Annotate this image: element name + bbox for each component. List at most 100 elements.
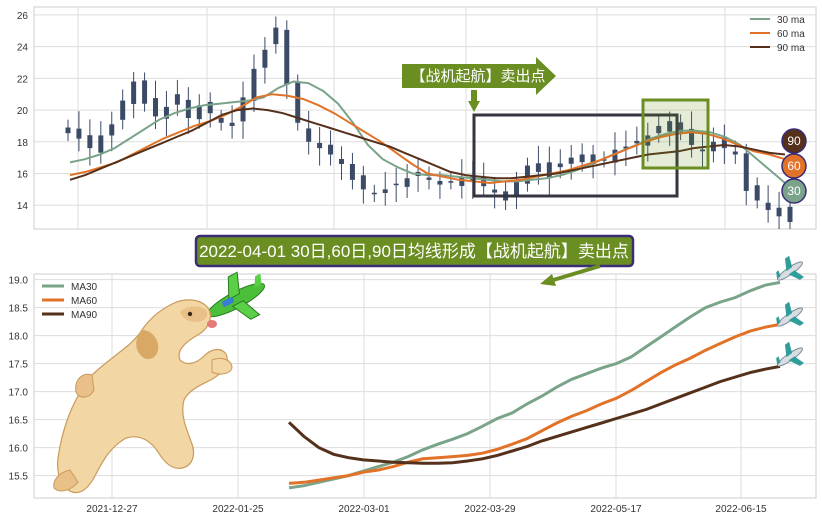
- badge-label: 90: [787, 134, 801, 148]
- candle-body: [207, 101, 213, 114]
- candle-body: [492, 189, 498, 193]
- candle-body: [131, 81, 137, 104]
- candle-body: [65, 127, 71, 134]
- airplane-tail: [776, 356, 781, 365]
- candle-body: [590, 154, 596, 164]
- airplane-tail: [776, 316, 781, 325]
- bottom-y-tick-label: 18.0: [9, 332, 29, 343]
- bottom-y-tick-label: 15.5: [9, 472, 29, 483]
- bottom-y-tick-label: 18.5: [9, 304, 29, 315]
- candle-body: [678, 122, 684, 133]
- legend-label: MA60: [71, 296, 98, 307]
- top-panel-candles: [65, 16, 793, 229]
- candle-body: [426, 177, 432, 180]
- bottom-x-tick-label: 2021-12-27: [86, 504, 138, 515]
- top-y-tick-label: 22: [17, 74, 29, 85]
- candle-body: [721, 137, 727, 149]
- airplane-wing: [788, 270, 805, 280]
- airplane-tail: [776, 270, 781, 279]
- top-y-tick-label: 14: [17, 201, 29, 212]
- candle-body: [142, 80, 148, 104]
- bottom-panel-ma-lines: [287, 280, 781, 490]
- bottom-y-tick-label: 17.5: [9, 360, 29, 371]
- top-y-tick-label: 26: [17, 11, 29, 22]
- bottom-x-tick-label: 2022-05-17: [590, 504, 642, 515]
- candle-body: [514, 181, 520, 195]
- down-pointer-arrow: [468, 90, 480, 112]
- signal-arrow: 【战机起航】卖出点: [402, 57, 556, 95]
- candle-body: [328, 144, 334, 155]
- bottom-y-tick-label: 17.0: [9, 388, 29, 399]
- candle-body: [163, 106, 169, 119]
- candle-body: [699, 149, 705, 152]
- candle-body: [295, 82, 301, 123]
- candle-body: [338, 159, 344, 164]
- airplane-icon: [776, 301, 805, 327]
- legend-label: 30 ma: [777, 15, 805, 26]
- candle-body: [524, 165, 530, 184]
- signal-banner: 2022-04-01 30日,60日,90日均线形成【战机起航】卖出点: [194, 234, 635, 268]
- airplane-wing: [785, 341, 793, 358]
- candle-body: [404, 178, 410, 187]
- candle-body: [284, 29, 290, 85]
- bottom-x-tick-label: 2022-06-15: [715, 504, 767, 515]
- banner-pointer-arrow: [540, 264, 601, 286]
- candle-body: [546, 162, 552, 178]
- bottom-legend: MA30 MA60 MA90: [42, 282, 98, 321]
- airplane-wing: [788, 356, 805, 366]
- bottom-y-tick-label: 19.0: [9, 276, 29, 287]
- candle-body: [174, 94, 180, 105]
- dog-illustration: [53, 299, 233, 494]
- candle-body: [87, 135, 93, 149]
- candle-body: [317, 142, 323, 149]
- candle-body: [612, 149, 618, 163]
- candle-body: [437, 180, 443, 185]
- candle-body: [360, 175, 366, 190]
- candle-body: [98, 135, 104, 153]
- candle-body: [153, 98, 159, 117]
- candle-body: [689, 128, 695, 145]
- candle-body: [765, 202, 771, 210]
- candle-body: [109, 124, 115, 136]
- ma-end-badges: 90 60 30: [781, 128, 807, 204]
- candle-body: [459, 176, 465, 186]
- ma-line-90ma: [69, 107, 786, 181]
- candle-body: [656, 125, 662, 134]
- candle-body: [787, 206, 793, 222]
- legend-label: MA30: [71, 282, 98, 293]
- top-y-tick-label: 18: [17, 138, 29, 149]
- bottom-y-tick-label: 16.0: [9, 444, 29, 455]
- candle-body: [393, 183, 399, 186]
- candle-body: [535, 163, 541, 172]
- ma-line-MA60: [288, 322, 781, 485]
- bottom-x-tick-label: 2022-03-01: [338, 504, 390, 515]
- bottom-panel-x-ticks: 2021-12-27 2022-01-25 2022-03-01 2022-03-29…: [86, 504, 767, 515]
- candle-body: [448, 181, 454, 183]
- candle-body: [667, 121, 673, 132]
- candle-body: [251, 68, 257, 101]
- airplane-icon: [776, 341, 805, 367]
- signal-banner-text: 2022-04-01 30日,60日,90日均线形成【战机起航】卖出点: [199, 242, 629, 261]
- top-panel-grid: [34, 7, 816, 229]
- airplane-wing: [785, 255, 793, 272]
- candle-body: [349, 163, 355, 180]
- ma-line-MA30: [288, 280, 781, 490]
- candle-body: [382, 189, 388, 193]
- candle-body: [579, 154, 585, 163]
- top-panel-y-ticks: 14 16 18 20 22 24 26: [17, 11, 29, 212]
- airplane-wing: [788, 316, 805, 326]
- candle-body: [262, 49, 268, 68]
- ma-line-60ma: [69, 93, 786, 185]
- candle-body: [196, 105, 202, 120]
- badge-90: [781, 128, 807, 154]
- signal-arrow-label: 【战机起航】卖出点: [410, 68, 545, 85]
- bottom-panel-y-ticks: 15.5 16.0 16.5 17.0 17.5 18.0 18.5 19.0: [9, 276, 29, 483]
- top-y-tick-label: 20: [17, 106, 29, 117]
- signal-focus-box: [641, 98, 710, 170]
- candle-body: [306, 128, 312, 142]
- top-legend: 30 ma 60 ma 90 ma: [750, 15, 805, 54]
- ma-line-30ma: [69, 80, 786, 184]
- candle-body: [218, 117, 224, 123]
- candle-body: [634, 140, 640, 144]
